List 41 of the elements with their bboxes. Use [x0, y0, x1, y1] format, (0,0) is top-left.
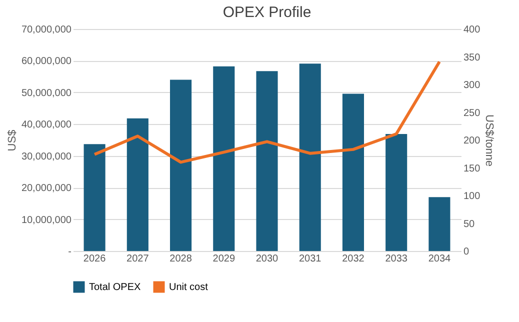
y2-tick-label: 400 — [464, 24, 481, 36]
chart-title: OPEX Profile — [222, 4, 312, 21]
x-tick-label: 2032 — [342, 254, 365, 264]
y2-tick-label: 300 — [464, 80, 481, 91]
bar — [256, 71, 278, 251]
bar — [213, 66, 235, 251]
legend-label: Total OPEX — [89, 282, 142, 293]
y-axis-title: US$ — [6, 130, 18, 152]
y2-tick-label: 50 — [464, 218, 476, 230]
bar — [126, 118, 148, 251]
x-tick-label: 2026 — [83, 254, 106, 264]
y2-tick-label: 0 — [464, 246, 470, 258]
y-tick-label: 40,000,000 — [21, 120, 72, 131]
y-tick-label: 20,000,000 — [21, 183, 72, 194]
bar — [428, 197, 450, 251]
y-tick-label: 60,000,000 — [21, 56, 72, 68]
bar — [299, 64, 321, 251]
y2-tick-label: 250 — [464, 108, 481, 119]
legend-label: Unit cost — [169, 282, 208, 293]
line-series — [93, 60, 441, 164]
y2-tick-label: 150 — [464, 163, 481, 174]
y2-axis-title: US$/tonne — [483, 114, 496, 166]
x-tick-label: 2028 — [170, 254, 192, 264]
bar — [342, 94, 364, 251]
x-tick-label: 2034 — [428, 254, 452, 264]
x-tick-label: 2027 — [126, 254, 150, 264]
y-tick-label: 30,000,000 — [21, 151, 72, 162]
x-tick-label: 2033 — [385, 254, 408, 264]
x-tick-label: 2031 — [298, 254, 322, 264]
bar — [84, 144, 106, 251]
y2-tick-label: 200 — [464, 136, 481, 146]
bar — [386, 134, 408, 251]
y2-tick-label: 350 — [464, 52, 481, 64]
y2-tick-label: 100 — [464, 191, 481, 202]
bar — [170, 80, 192, 251]
x-tick-label: 2029 — [212, 254, 236, 264]
y-tick-label: 10,000,000 — [21, 214, 72, 226]
y-tick-label: 70,000,000 — [21, 24, 72, 36]
y-tick-label: - — [68, 246, 72, 258]
x-tick-label: 2030 — [256, 254, 279, 264]
y-tick-label: 50,000,000 — [21, 88, 72, 99]
